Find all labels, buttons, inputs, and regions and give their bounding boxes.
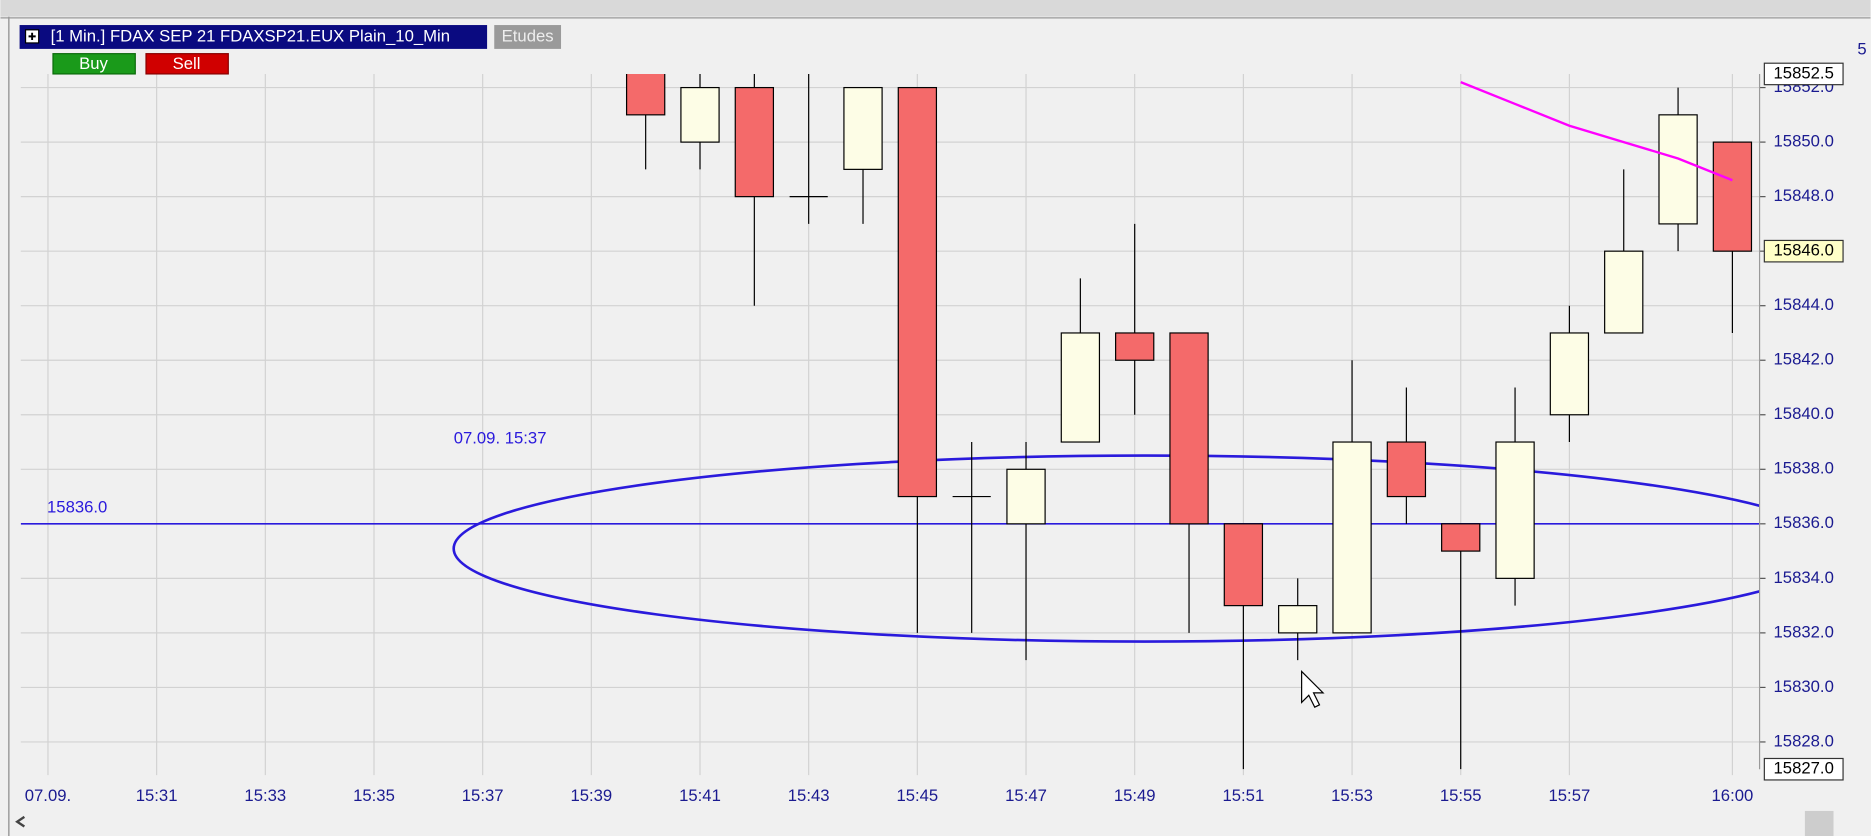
header-title: [1 Min.] FDAX SEP 21 FDAXSP21.EUX Plain_… [51, 26, 450, 45]
y-tick-label: 15834.0 [1774, 568, 1834, 587]
price-box [1763, 62, 1844, 86]
candle-body [1223, 523, 1264, 607]
x-tick-label: 15:49 [1114, 786, 1156, 805]
candle-body [1712, 141, 1753, 252]
y-tick-label: 15838.0 [1774, 459, 1834, 478]
ellipse-label: 07.09. 15:37 [454, 428, 547, 447]
price-box-label: 15852.5 [1774, 63, 1834, 82]
candle-body [1441, 523, 1481, 552]
buy-label: Buy [79, 54, 108, 73]
scroll-thumb[interactable] [1804, 810, 1834, 836]
mouse-cursor [1301, 669, 1325, 709]
candle-body [1060, 332, 1101, 443]
price-box [1763, 757, 1844, 781]
y-tick-label: 15842.0 [1774, 350, 1834, 369]
window-frame [0, 0, 1871, 17]
x-tick-label: 15:33 [244, 786, 286, 805]
studies-label: Etudes [502, 26, 554, 45]
plot-area [20, 73, 1760, 770]
x-tick-label: 15:47 [1005, 786, 1047, 805]
candle-body [680, 86, 720, 143]
label-layer: 15828.0 15830.0 15832.0 15834.0 15836.0 15838… [25, 62, 1844, 805]
x-tick-label: 15:37 [462, 786, 504, 805]
buy-button[interactable] [52, 53, 136, 75]
scrollbar[interactable] [10, 810, 1871, 836]
x-tick-label: 15:31 [136, 786, 178, 805]
price-box-label: 15846.0 [1774, 241, 1834, 260]
x-tick-label: 15:43 [788, 786, 830, 805]
candle-body [897, 86, 938, 498]
x-tick-label: 15:39 [570, 786, 612, 805]
grid-layer [20, 73, 1760, 776]
y-tick-label: 15828.0 [1774, 731, 1834, 750]
candle-body [1332, 441, 1372, 634]
sell-label: Sell [173, 54, 201, 73]
x-tick-label: 15:57 [1549, 786, 1591, 805]
candle-body [1604, 250, 1644, 334]
x-tick-label: 15:45 [896, 786, 938, 805]
candle-body [1169, 332, 1209, 525]
x-tick-label: 07.09. [25, 786, 71, 805]
price-box-label: 15827.0 [1774, 759, 1834, 778]
x-tick-label: 15:51 [1222, 786, 1264, 805]
y-tick-label: 15830.0 [1774, 677, 1834, 696]
y-tick-label: 15832.0 [1774, 622, 1834, 641]
scroll-left-arrow[interactable] [15, 815, 26, 828]
studies-button[interactable] [494, 25, 562, 49]
candle-body [1115, 332, 1155, 361]
y-tick-label: 15836.0 [1774, 513, 1834, 532]
expand-icon-plus [28, 32, 36, 40]
candle-body [1386, 441, 1427, 498]
candle-body [734, 86, 775, 198]
x-tick-label: 16:00 [1712, 786, 1754, 805]
y-tick-label: 15840.0 [1774, 404, 1834, 423]
candle-body [1549, 332, 1590, 416]
candle-body [625, 73, 666, 116]
candle-body [1278, 605, 1318, 634]
y-tick-label: 15850.0 [1774, 132, 1834, 151]
x-tick-label: 15:35 [353, 786, 395, 805]
x-tick-label: 15:55 [1440, 786, 1482, 805]
candle-body [1658, 114, 1698, 225]
edge-text: 5 [1857, 39, 1866, 58]
candle-body [1495, 441, 1535, 579]
ellipse-drawing [452, 454, 1760, 643]
y-tick-label: 15844.0 [1774, 295, 1834, 314]
horizontal-line-label: 15836.0 [47, 498, 107, 517]
candle-body [843, 86, 883, 170]
indicator-line [1460, 81, 1733, 182]
sell-button[interactable] [145, 53, 229, 75]
candle-body [1006, 468, 1046, 525]
price-box [1763, 239, 1844, 263]
header-bar [19, 25, 488, 49]
x-tick-label: 15:53 [1331, 786, 1373, 805]
y-tick-label: 15848.0 [1774, 186, 1834, 205]
x-tick-label: 15:41 [679, 786, 721, 805]
